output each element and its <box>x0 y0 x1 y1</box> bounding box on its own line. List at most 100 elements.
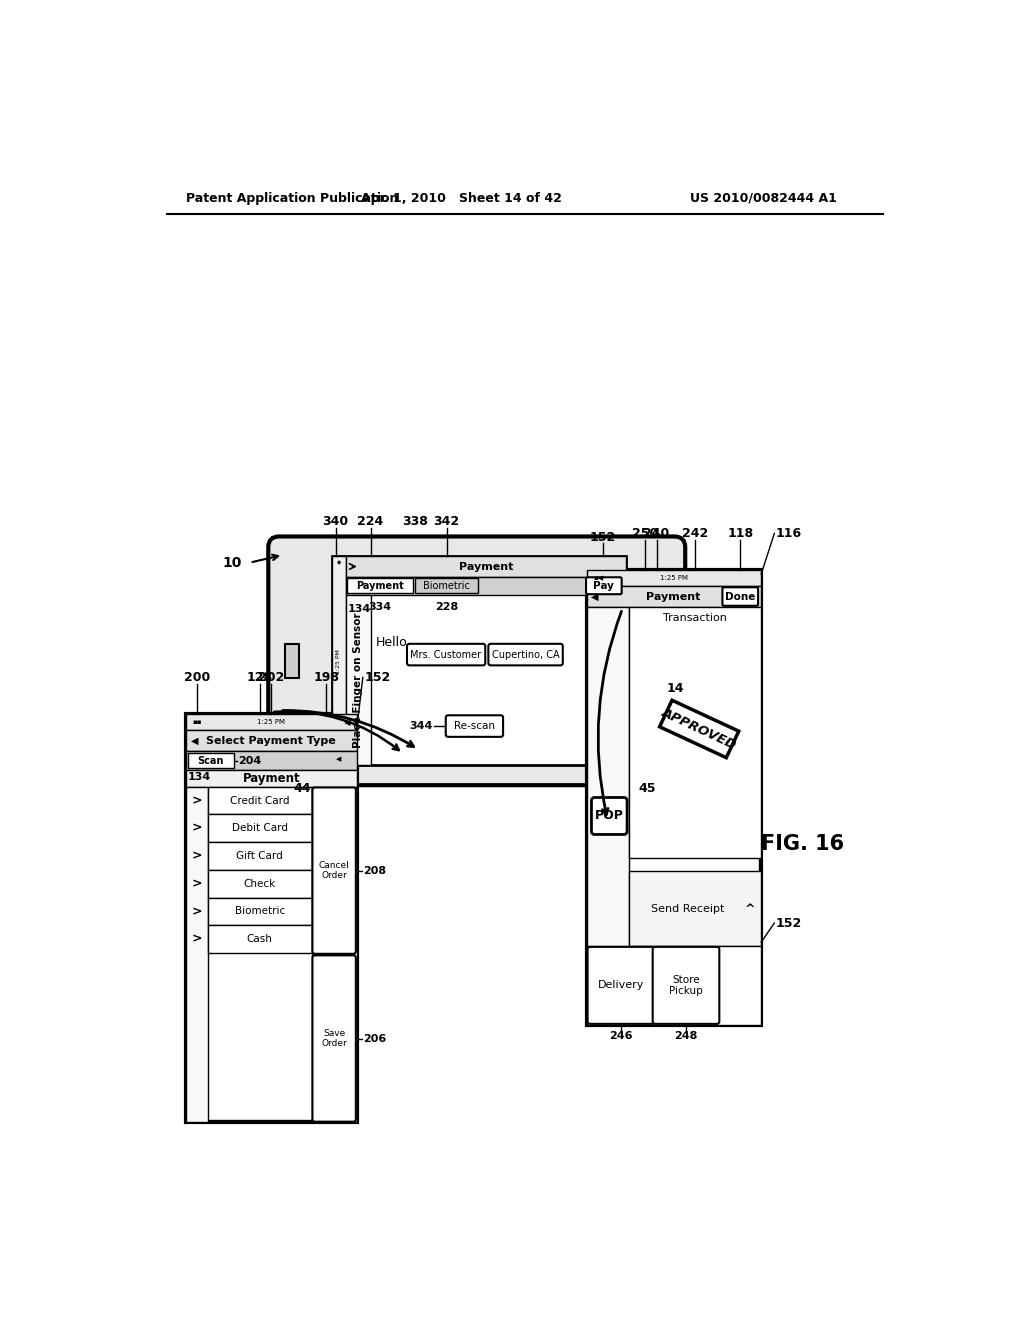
Bar <box>311 787 356 1122</box>
Text: Gift Card: Gift Card <box>237 851 283 861</box>
Bar <box>589 573 759 1022</box>
Text: 116: 116 <box>775 527 801 540</box>
Text: 342: 342 <box>433 515 460 528</box>
Bar <box>186 770 356 787</box>
Bar <box>188 717 354 1121</box>
Text: 1:25 PM: 1:25 PM <box>336 648 341 673</box>
Text: 344: 344 <box>410 721 432 731</box>
FancyBboxPatch shape <box>488 644 563 665</box>
FancyBboxPatch shape <box>312 956 356 1122</box>
Text: 44: 44 <box>294 781 311 795</box>
Text: ◀: ◀ <box>591 591 598 602</box>
Bar <box>186 787 208 1122</box>
FancyBboxPatch shape <box>592 797 627 834</box>
Text: Credit Card: Credit Card <box>230 796 290 805</box>
Text: 134: 134 <box>347 603 371 614</box>
Text: Mrs. Customer: Mrs. Customer <box>411 649 481 660</box>
Text: Scan: Scan <box>198 755 224 766</box>
Bar <box>332 557 346 766</box>
Text: Payment: Payment <box>243 772 300 785</box>
Text: 224: 224 <box>357 515 384 528</box>
Text: Check: Check <box>244 879 275 888</box>
Bar <box>630 607 761 858</box>
Text: ◆: ◆ <box>337 560 341 565</box>
Bar <box>186 730 356 751</box>
Text: 334: 334 <box>369 602 391 611</box>
Bar <box>587 607 630 1024</box>
Text: 242: 242 <box>682 527 709 540</box>
Text: Cupertino, CA: Cupertino, CA <box>492 649 559 660</box>
Text: 14: 14 <box>667 681 684 694</box>
Text: Payment: Payment <box>356 581 403 591</box>
Text: 134: 134 <box>187 772 211 783</box>
Bar <box>208 814 311 842</box>
FancyBboxPatch shape <box>722 587 758 606</box>
Text: 152: 152 <box>365 671 390 684</box>
Bar <box>636 766 657 774</box>
Circle shape <box>640 645 672 677</box>
Text: Apr. 1, 2010   Sheet 14 of 42: Apr. 1, 2010 Sheet 14 of 42 <box>360 191 562 205</box>
Text: Payment: Payment <box>646 591 700 602</box>
Bar <box>587 570 761 1024</box>
Bar <box>346 577 627 595</box>
Text: Re-scan: Re-scan <box>454 721 495 731</box>
Text: Place Finger on Sensor: Place Finger on Sensor <box>353 612 364 748</box>
Text: Transaction: Transaction <box>664 612 727 623</box>
Text: Delivery: Delivery <box>598 981 644 990</box>
FancyBboxPatch shape <box>588 946 654 1024</box>
FancyBboxPatch shape <box>268 536 685 785</box>
Text: Cancel
Order: Cancel Order <box>318 861 349 880</box>
Text: 202: 202 <box>258 671 285 684</box>
Text: Payment: Payment <box>459 561 513 572</box>
Text: Debit Card: Debit Card <box>231 824 288 833</box>
Text: Pay: Pay <box>594 581 614 591</box>
Text: Store
Pickup: Store Pickup <box>669 974 702 997</box>
Text: Save
Order: Save Order <box>322 1028 347 1048</box>
Bar <box>346 557 627 577</box>
Text: POP: POP <box>595 809 624 822</box>
Text: Biometric: Biometric <box>234 907 285 916</box>
Text: 152: 152 <box>775 916 802 929</box>
Text: 340: 340 <box>323 515 349 528</box>
Text: 118: 118 <box>727 527 754 540</box>
Bar <box>208 787 311 814</box>
FancyBboxPatch shape <box>312 788 356 954</box>
Bar <box>587 946 761 1024</box>
Text: >: > <box>191 822 202 834</box>
Text: 128: 128 <box>247 671 272 684</box>
Text: ▪◀: ▪◀ <box>593 576 603 581</box>
Text: ▪▪: ▪▪ <box>193 719 202 725</box>
Text: 198: 198 <box>313 671 339 684</box>
Bar <box>208 925 311 953</box>
Text: Cash: Cash <box>247 935 272 944</box>
Bar <box>186 714 356 1122</box>
Text: 338: 338 <box>402 515 428 528</box>
Text: Done: Done <box>725 591 756 602</box>
FancyBboxPatch shape <box>445 715 503 737</box>
Text: >: > <box>191 850 202 862</box>
Text: Patent Application Publication: Patent Application Publication <box>186 191 398 205</box>
FancyBboxPatch shape <box>407 644 485 665</box>
Bar <box>208 870 311 898</box>
Bar <box>332 557 627 766</box>
Bar <box>587 586 761 607</box>
Text: >: > <box>191 933 202 945</box>
Text: 200: 200 <box>184 671 210 684</box>
Text: >: > <box>191 795 202 807</box>
Text: 248: 248 <box>675 1031 697 1041</box>
Text: 250: 250 <box>632 527 658 540</box>
Text: Send Receipt: Send Receipt <box>651 904 724 915</box>
Text: 1:25 PM: 1:25 PM <box>257 719 286 725</box>
Bar <box>587 570 761 586</box>
Text: 204: 204 <box>238 755 261 766</box>
Text: 240: 240 <box>643 527 670 540</box>
Text: FIG. 16: FIG. 16 <box>761 834 844 854</box>
Text: APPROVED: APPROVED <box>659 706 738 752</box>
Text: 152: 152 <box>590 531 616 544</box>
Text: >: > <box>191 878 202 890</box>
Text: ◀: ◀ <box>336 756 341 762</box>
Text: N: N <box>295 742 310 760</box>
Text: 228: 228 <box>435 602 458 611</box>
Text: ◀: ◀ <box>344 718 350 726</box>
Text: ◀: ◀ <box>190 735 199 746</box>
